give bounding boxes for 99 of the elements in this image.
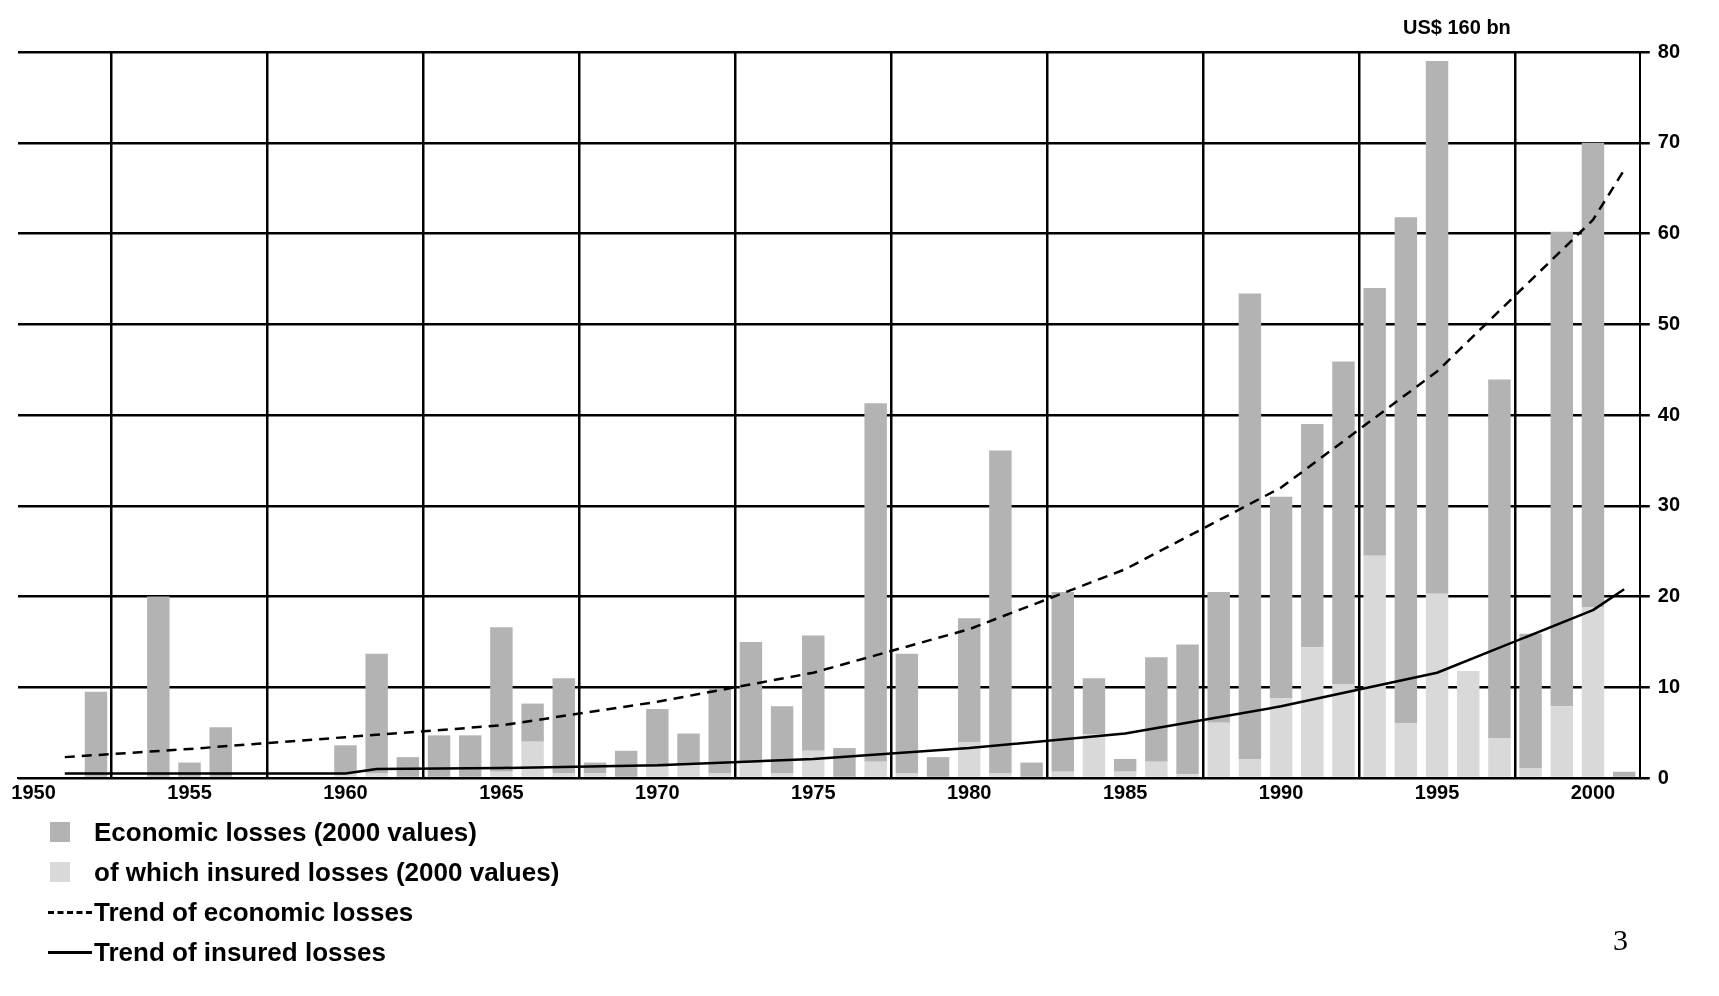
bar [1550,706,1574,777]
bar [1612,771,1636,777]
bar [1332,684,1355,777]
bar [1113,771,1137,777]
bar [1176,774,1199,777]
bar [1488,379,1511,739]
bar [1332,361,1355,685]
bar [1113,758,1137,772]
bar [1207,591,1230,723]
bar [1145,761,1168,777]
bar [802,635,825,751]
bar [1301,424,1324,648]
bar [1488,738,1511,777]
bar [708,689,731,774]
y-tick-label: 10 [1657,674,1680,697]
bar [521,703,544,742]
bar [770,706,794,774]
bar [1550,231,1574,707]
x-tick-label: 2000 [1570,780,1616,803]
bar [770,773,794,777]
bar [1238,758,1262,777]
bar [1082,678,1106,735]
x-tick-label: 1950 [11,780,56,803]
bar [490,627,513,772]
bar [957,618,981,743]
legend-label: Trend of economic losses [94,896,414,928]
bar [1269,698,1293,777]
x-tick-label: 1985 [1102,780,1148,803]
bar [1301,647,1324,777]
bar [521,741,544,777]
bar [583,773,607,777]
x-tick-label: 1980 [946,780,992,803]
bar [1051,591,1075,772]
bar [490,771,513,777]
x-tick-label: 1970 [635,780,680,803]
bar [1581,607,1605,777]
bar [957,742,981,777]
bar [1425,61,1449,594]
x-tick-label: 1990 [1258,780,1304,803]
bar [552,773,576,777]
bar [1363,555,1386,777]
bar [1145,657,1168,762]
x-tick-label: 1995 [1414,780,1460,803]
bar [708,773,731,777]
x-tick-label: 1960 [323,780,368,803]
bar [1238,293,1262,759]
bar [1519,633,1542,769]
y-tick-label: 60 [1657,221,1680,244]
y-tick-label: 40 [1657,402,1680,425]
x-tick-label: 1955 [167,780,212,803]
legend-label: of which insured losses (2000 values) [94,856,560,888]
y-tick-label: 20 [1657,584,1680,607]
bar [334,745,357,774]
bar [989,773,1012,777]
bar [1394,723,1418,777]
bar [802,750,825,777]
bar [1269,496,1293,699]
x-tick-label: 1965 [479,780,524,803]
bar [646,767,669,777]
bar [677,764,700,777]
bar [1082,734,1106,777]
bar [1581,142,1605,608]
bar [1457,670,1480,777]
bar [739,641,763,762]
bar [989,450,1012,774]
text: US$ 160 bn [1403,16,1511,39]
bar [427,735,451,777]
bar [1176,644,1199,775]
bar [739,761,763,777]
bar [895,773,919,777]
bar [926,757,950,777]
bar [677,733,700,765]
bar [458,735,482,777]
y-tick-label: 70 [1657,130,1680,153]
bar [646,709,669,768]
bar [1020,762,1043,777]
text: 3 [1613,923,1628,957]
bar [1425,593,1449,777]
y-tick-label: 0 [1657,765,1669,788]
y-tick-label: 80 [1657,39,1680,62]
legend-label: Trend of insured losses [94,936,386,968]
bar [864,403,887,762]
bar [1394,217,1418,724]
bar [833,748,856,777]
bar [365,773,388,777]
bar [895,653,919,774]
bar [864,761,887,777]
legend-label: Economic losses (2000 values) [94,816,477,848]
x-tick-label: 1975 [791,780,836,803]
bar [1363,287,1386,556]
bar [1519,768,1542,777]
bar [147,596,170,777]
y-tick-label: 50 [1657,311,1680,334]
bar [84,691,108,777]
bar [365,653,388,774]
bar [552,678,576,774]
bar [1207,722,1230,777]
bar [1051,771,1075,777]
y-tick-label: 30 [1657,493,1680,516]
